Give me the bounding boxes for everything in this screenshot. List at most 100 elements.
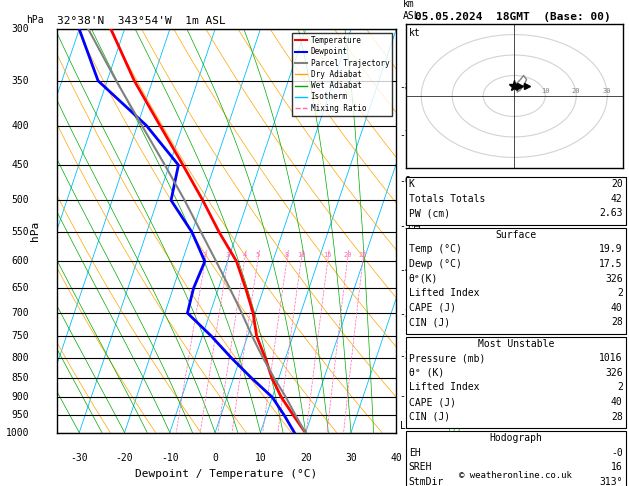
Text: CAPE (J): CAPE (J) xyxy=(409,303,456,313)
Text: 20: 20 xyxy=(611,179,623,190)
Text: Dewp (°C): Dewp (°C) xyxy=(409,259,462,269)
Text: Mixing Ratio (g/kg): Mixing Ratio (g/kg) xyxy=(413,175,423,287)
Text: CAPE (J): CAPE (J) xyxy=(409,397,456,407)
Text: Pressure (mb): Pressure (mb) xyxy=(409,353,485,364)
Text: -2: -2 xyxy=(399,351,411,361)
Text: 3: 3 xyxy=(226,252,230,258)
Legend: Temperature, Dewpoint, Parcel Trajectory, Dry Adiabat, Wet Adiabat, Isotherm, Mi: Temperature, Dewpoint, Parcel Trajectory… xyxy=(292,33,392,116)
Text: 350: 350 xyxy=(12,76,30,86)
Text: Lifted Index: Lifted Index xyxy=(409,382,479,393)
Text: 15: 15 xyxy=(323,252,332,258)
Text: 17.5: 17.5 xyxy=(599,259,623,269)
Text: 19.9: 19.9 xyxy=(599,244,623,255)
Text: |//: |// xyxy=(447,25,462,34)
Text: 42: 42 xyxy=(611,194,623,204)
Text: CIN (J): CIN (J) xyxy=(409,317,450,328)
Text: CIN (J): CIN (J) xyxy=(409,412,450,422)
Text: |//: |// xyxy=(447,121,462,130)
Text: 05.05.2024  18GMT  (Base: 00): 05.05.2024 18GMT (Base: 00) xyxy=(415,12,611,22)
Text: Most Unstable: Most Unstable xyxy=(477,339,554,349)
Text: -8: -8 xyxy=(399,83,411,92)
Text: 850: 850 xyxy=(12,373,30,383)
Text: 2: 2 xyxy=(617,382,623,393)
Text: 40: 40 xyxy=(611,303,623,313)
Text: EH: EH xyxy=(409,448,421,458)
Bar xyxy=(406,337,626,428)
Text: SREH: SREH xyxy=(409,462,432,472)
Text: 5: 5 xyxy=(255,252,260,258)
Text: 32°38'N  343°54'W  1m ASL: 32°38'N 343°54'W 1m ASL xyxy=(57,16,225,26)
Text: -10: -10 xyxy=(161,453,179,463)
Text: StmDir: StmDir xyxy=(409,477,444,486)
Text: θᵉ (K): θᵉ (K) xyxy=(409,368,444,378)
Text: hPa: hPa xyxy=(30,221,40,241)
Text: 326: 326 xyxy=(605,274,623,284)
Text: 8: 8 xyxy=(284,252,289,258)
Bar xyxy=(406,177,626,225)
Text: © weatheronline.co.uk: © weatheronline.co.uk xyxy=(459,471,572,480)
Text: 1016: 1016 xyxy=(599,353,623,364)
Text: |//: |// xyxy=(447,257,462,266)
Text: km
ASL: km ASL xyxy=(403,0,421,21)
Text: Hodograph: Hodograph xyxy=(489,433,542,443)
Text: |//: |// xyxy=(447,196,462,205)
Text: 20: 20 xyxy=(572,88,581,94)
Text: -30: -30 xyxy=(70,453,88,463)
Text: 650: 650 xyxy=(12,283,30,293)
Text: PW (cm): PW (cm) xyxy=(409,208,450,219)
Text: kt: kt xyxy=(409,28,421,38)
Text: 30: 30 xyxy=(603,88,611,94)
Text: 750: 750 xyxy=(12,331,30,341)
Text: 700: 700 xyxy=(12,308,30,318)
Text: |//: |// xyxy=(447,309,462,317)
Text: 450: 450 xyxy=(12,160,30,170)
Text: -1: -1 xyxy=(399,392,411,401)
Text: 40: 40 xyxy=(391,453,402,463)
Text: 900: 900 xyxy=(12,392,30,402)
Text: 16: 16 xyxy=(611,462,623,472)
Text: 25: 25 xyxy=(359,252,367,258)
Text: 20: 20 xyxy=(300,453,311,463)
Text: 10: 10 xyxy=(297,252,305,258)
Text: 4: 4 xyxy=(242,252,247,258)
Text: 300: 300 xyxy=(12,24,30,34)
Text: 550: 550 xyxy=(12,227,30,237)
Text: 10: 10 xyxy=(541,88,550,94)
Bar xyxy=(406,431,626,486)
Text: hPa: hPa xyxy=(26,15,43,25)
Text: 500: 500 xyxy=(12,195,30,205)
Text: -3: -3 xyxy=(399,309,411,318)
Text: -20: -20 xyxy=(116,453,133,463)
Text: 2.63: 2.63 xyxy=(599,208,623,219)
Text: |//: |// xyxy=(447,353,462,362)
Text: 28: 28 xyxy=(611,412,623,422)
Text: -0: -0 xyxy=(611,448,623,458)
Text: -7: -7 xyxy=(399,130,411,139)
Text: LCL: LCL xyxy=(399,421,417,431)
Text: K: K xyxy=(409,179,415,190)
Text: 326: 326 xyxy=(605,368,623,378)
Text: 800: 800 xyxy=(12,353,30,363)
Text: Lifted Index: Lifted Index xyxy=(409,288,479,298)
Text: 28: 28 xyxy=(611,317,623,328)
Text: 313°: 313° xyxy=(599,477,623,486)
Text: 10: 10 xyxy=(255,453,266,463)
Text: 600: 600 xyxy=(12,257,30,266)
Text: 400: 400 xyxy=(12,121,30,131)
Text: -5: -5 xyxy=(399,221,411,231)
Text: 40: 40 xyxy=(611,397,623,407)
Text: |//: |// xyxy=(447,428,462,437)
Text: Dewpoint / Temperature (°C): Dewpoint / Temperature (°C) xyxy=(135,469,318,479)
Text: 1000: 1000 xyxy=(6,428,30,437)
Text: θᵉ(K): θᵉ(K) xyxy=(409,274,438,284)
Text: 30: 30 xyxy=(345,453,357,463)
Bar xyxy=(406,228,626,334)
Text: Totals Totals: Totals Totals xyxy=(409,194,485,204)
Text: -6: -6 xyxy=(399,176,411,186)
Text: Temp (°C): Temp (°C) xyxy=(409,244,462,255)
Text: 2: 2 xyxy=(617,288,623,298)
Text: 20: 20 xyxy=(343,252,352,258)
Text: 950: 950 xyxy=(12,410,30,420)
Text: 2: 2 xyxy=(203,252,207,258)
Text: 0: 0 xyxy=(212,453,218,463)
